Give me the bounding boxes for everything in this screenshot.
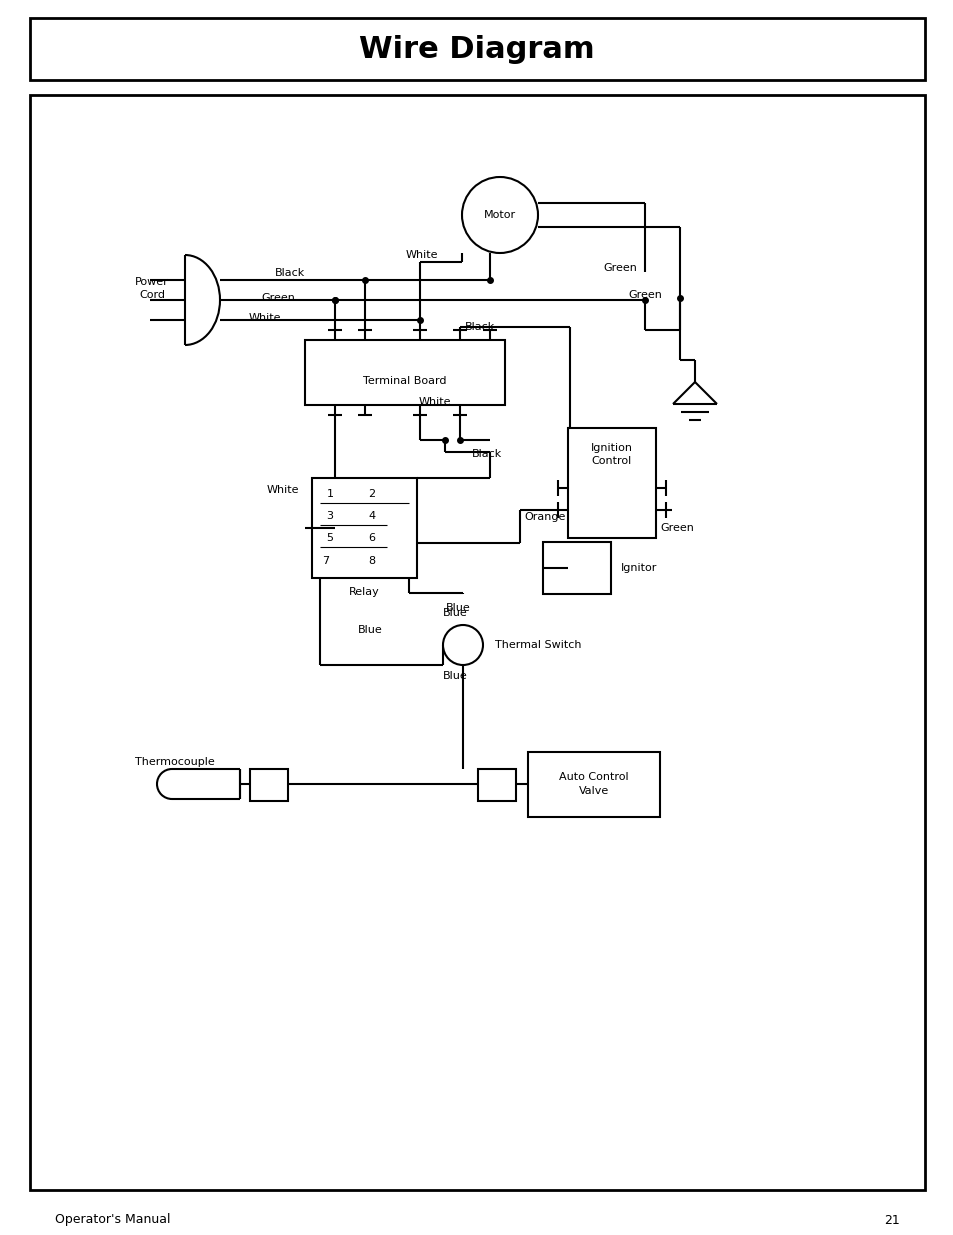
Text: Power: Power	[135, 277, 169, 287]
Text: Blue: Blue	[445, 603, 470, 613]
Circle shape	[442, 625, 482, 664]
Text: White: White	[267, 485, 299, 495]
Text: Thermocouple: Thermocouple	[135, 757, 214, 767]
Text: Orange: Orange	[523, 513, 565, 522]
Bar	[250, 769, 288, 802]
Bar	[305, 340, 504, 405]
Bar	[30, 19, 924, 80]
Text: 7: 7	[322, 556, 329, 566]
Text: White: White	[249, 312, 281, 324]
Text: Motor: Motor	[483, 210, 516, 220]
Text: Relay: Relay	[349, 587, 379, 597]
Text: Valve: Valve	[578, 787, 608, 797]
Text: 4: 4	[368, 511, 375, 521]
Text: White: White	[405, 249, 437, 261]
Text: Green: Green	[659, 522, 693, 534]
Text: Ignitor: Ignitor	[620, 563, 657, 573]
Text: 5: 5	[326, 534, 334, 543]
Text: 2: 2	[368, 489, 375, 499]
Text: 3: 3	[326, 511, 334, 521]
Text: 6: 6	[368, 534, 375, 543]
Text: Black: Black	[472, 450, 501, 459]
Bar	[30, 95, 924, 1191]
Text: Wire Diagram: Wire Diagram	[359, 35, 594, 63]
Bar	[542, 542, 610, 594]
Text: Green: Green	[602, 263, 637, 273]
Bar	[567, 429, 656, 538]
Text: Blue: Blue	[442, 671, 467, 680]
Text: 1: 1	[326, 489, 334, 499]
Text: Auto Control: Auto Control	[558, 773, 628, 783]
Text: Cord: Cord	[139, 290, 165, 300]
Bar	[527, 752, 659, 818]
Circle shape	[461, 177, 537, 253]
Text: 8: 8	[368, 556, 375, 566]
Text: Ignition: Ignition	[590, 443, 633, 453]
Text: Blue: Blue	[442, 608, 467, 618]
Text: Terminal Board: Terminal Board	[363, 375, 446, 385]
Text: Black: Black	[274, 268, 305, 278]
Text: Blue: Blue	[357, 625, 382, 635]
Text: Black: Black	[464, 322, 495, 332]
Text: Green: Green	[261, 293, 294, 303]
Text: Operator's Manual: Operator's Manual	[55, 1214, 171, 1226]
Text: Green: Green	[627, 290, 661, 300]
Bar	[312, 478, 416, 578]
Text: 21: 21	[883, 1214, 899, 1226]
Bar	[477, 769, 516, 802]
Text: Control: Control	[591, 456, 632, 466]
Text: Thermal Switch: Thermal Switch	[495, 640, 580, 650]
Text: White: White	[418, 396, 451, 408]
